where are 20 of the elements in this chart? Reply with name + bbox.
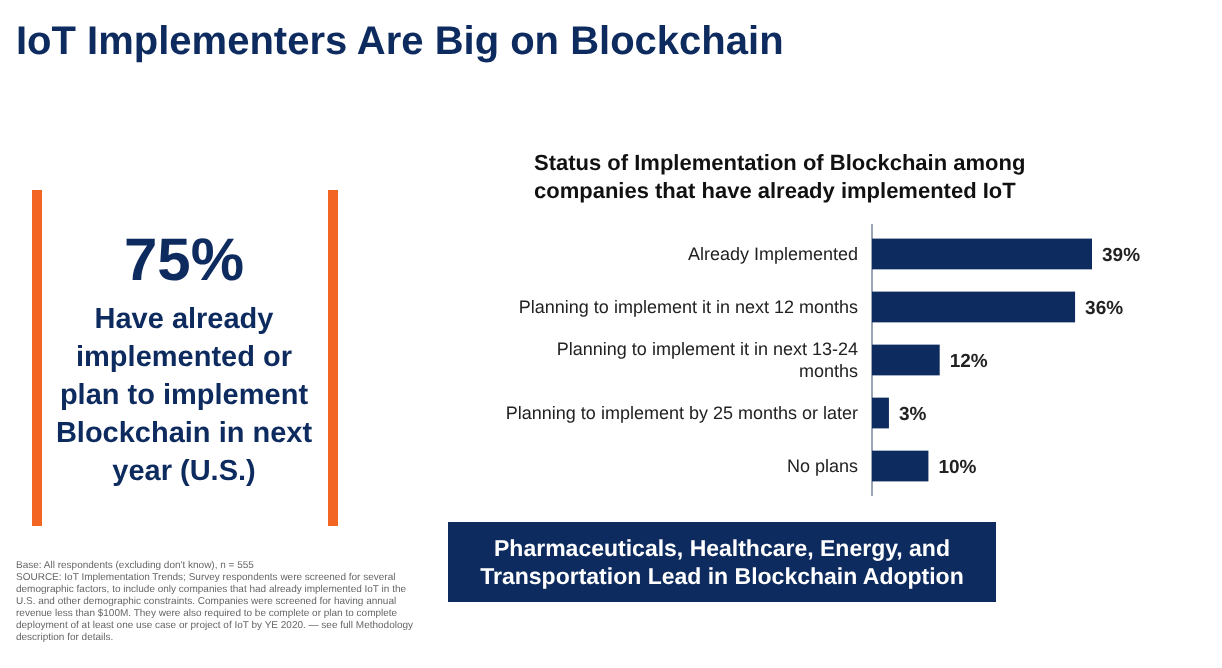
text: Pharmaceuticals, Healthcare, Energy, and Transportation Lead in Blockchain Adoption: [480, 538, 964, 590]
text: 75%: [123, 228, 245, 294]
bar: [872, 450, 929, 482]
data-label: 12%: [949, 351, 989, 373]
text: Have already implemented or plan to implement Blockchain in next year (U.S.): [55, 304, 313, 488]
y-tick-label: Already Implemented: [687, 243, 858, 264]
data-label: 39%: [1102, 244, 1142, 267]
bar: [872, 397, 889, 429]
y-tick-label: Planning to implement by 25 months or later: [505, 403, 858, 424]
bar: [872, 344, 940, 376]
chart-subtitle: Status of Implementation of Blockchain among companies that have already implemented IoT: [534, 152, 1026, 204]
bar: [872, 291, 1076, 323]
text: IoT Implementers Are Big on Blockchain: [16, 20, 784, 64]
y-tick-label: Planning to implement it in next 13-24 months: [556, 339, 859, 381]
bar: [872, 238, 1092, 270]
data-label: 36%: [1085, 297, 1125, 320]
data-label: 10%: [938, 457, 978, 480]
data-label: 3%: [898, 404, 928, 427]
y-tick-label: No plans: [786, 456, 859, 477]
y-tick-label: Planning to implement it in next 12 months: [518, 296, 859, 317]
